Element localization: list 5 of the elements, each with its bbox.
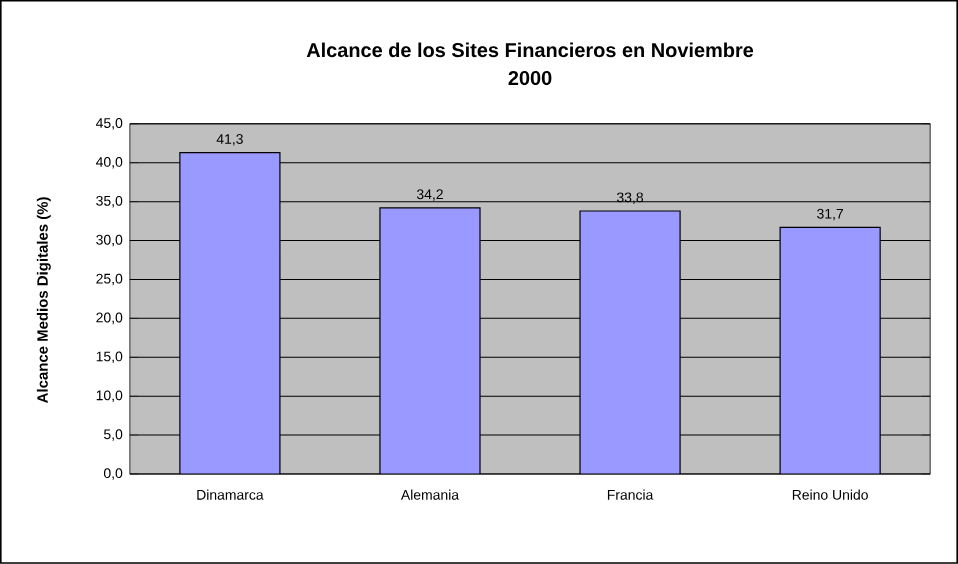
bar [179, 152, 281, 475]
bar [779, 226, 881, 475]
bar [379, 207, 481, 475]
chart-title: Alcance de los Sites Financieros en Noviembre 2000 [306, 42, 754, 86]
bar [579, 210, 681, 475]
